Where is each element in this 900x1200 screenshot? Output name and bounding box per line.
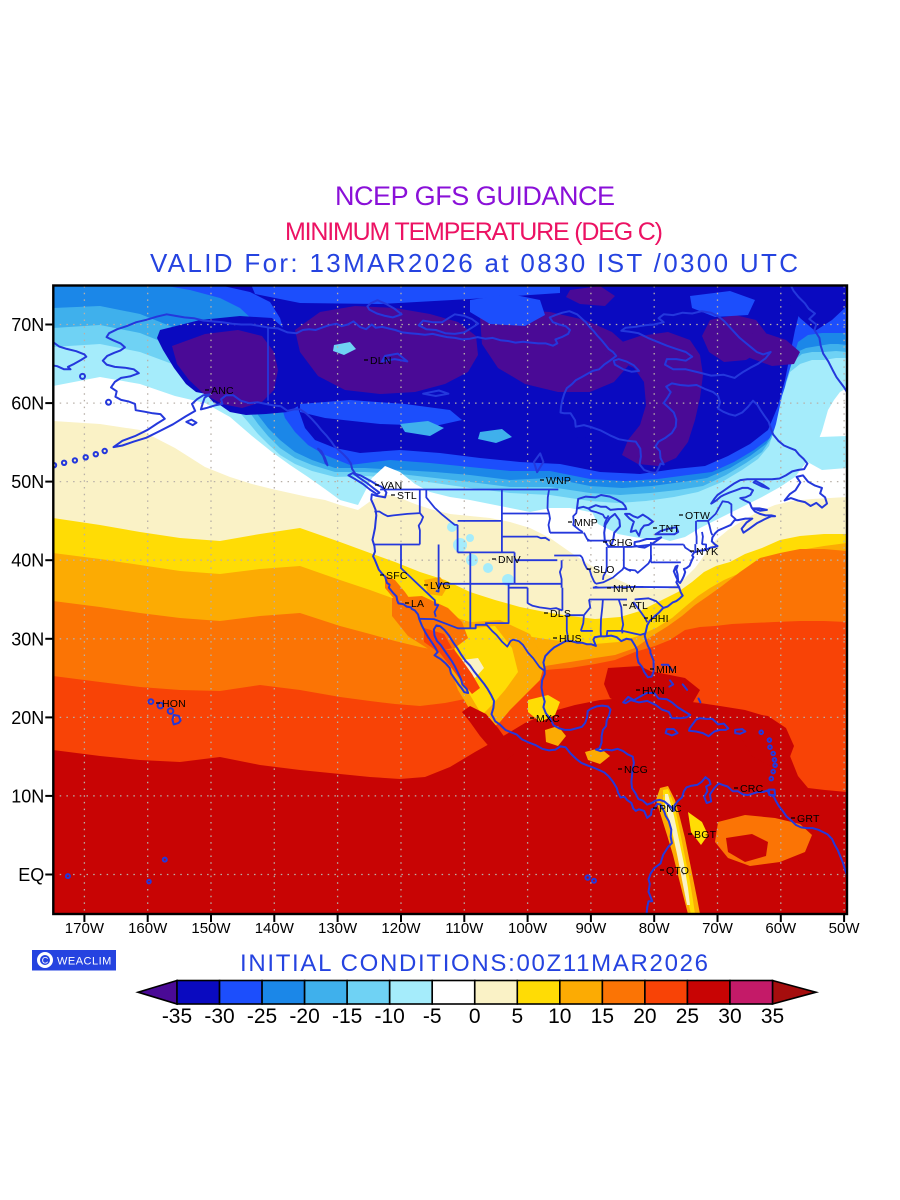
svg-text:PNC: PNC bbox=[659, 803, 682, 815]
svg-text:WEACLIM: WEACLIM bbox=[57, 956, 112, 968]
svg-text:60N: 60N bbox=[11, 394, 44, 414]
svg-text:60W: 60W bbox=[765, 920, 797, 937]
svg-text:0: 0 bbox=[469, 1005, 481, 1028]
svg-text:10N: 10N bbox=[11, 786, 44, 806]
svg-text:VAN: VAN bbox=[381, 480, 402, 492]
svg-text:140W: 140W bbox=[255, 920, 295, 937]
svg-text:-15: -15 bbox=[332, 1005, 362, 1028]
svg-text:NCG: NCG bbox=[624, 764, 648, 776]
svg-text:MIM: MIM bbox=[656, 664, 677, 676]
svg-text:LA: LA bbox=[411, 598, 424, 610]
svg-text:35: 35 bbox=[761, 1005, 784, 1028]
svg-text:110W: 110W bbox=[445, 920, 484, 937]
svg-text:160W: 160W bbox=[128, 920, 168, 937]
svg-text:QTO: QTO bbox=[666, 865, 689, 877]
svg-text:40N: 40N bbox=[11, 551, 44, 571]
svg-text:80W: 80W bbox=[639, 920, 671, 937]
svg-text:BGT: BGT bbox=[694, 829, 717, 841]
svg-text:20N: 20N bbox=[11, 708, 44, 728]
svg-text:DNV: DNV bbox=[498, 554, 521, 566]
svg-text:50N: 50N bbox=[11, 472, 44, 492]
svg-text:SLO: SLO bbox=[593, 564, 615, 576]
svg-text:-10: -10 bbox=[375, 1005, 405, 1028]
svg-text:170W: 170W bbox=[65, 920, 105, 937]
svg-text:C: C bbox=[42, 956, 49, 966]
svg-text:ANC: ANC bbox=[211, 385, 234, 397]
svg-text:25: 25 bbox=[676, 1005, 699, 1028]
svg-text:DLS: DLS bbox=[550, 608, 571, 620]
svg-text:NYK: NYK bbox=[696, 546, 718, 558]
svg-text:5: 5 bbox=[511, 1005, 523, 1028]
svg-text:-25: -25 bbox=[247, 1005, 277, 1028]
svg-text:ATL: ATL bbox=[629, 600, 648, 612]
svg-text:TNT: TNT bbox=[659, 523, 680, 535]
svg-text:HON: HON bbox=[162, 698, 186, 710]
svg-text:120W: 120W bbox=[381, 920, 421, 937]
svg-text:NCEP GFS GUIDANCE: NCEP GFS GUIDANCE bbox=[335, 181, 617, 211]
svg-text:CRC: CRC bbox=[740, 783, 764, 795]
svg-text:HHI: HHI bbox=[650, 613, 669, 625]
svg-text:-35: -35 bbox=[162, 1005, 192, 1028]
svg-text:CHG: CHG bbox=[609, 537, 633, 549]
svg-text:15: 15 bbox=[591, 1005, 614, 1028]
svg-text:70W: 70W bbox=[702, 920, 734, 937]
svg-text:DLN: DLN bbox=[370, 355, 392, 367]
svg-text:10: 10 bbox=[548, 1005, 571, 1028]
svg-text:30: 30 bbox=[718, 1005, 741, 1028]
svg-text:HUS: HUS bbox=[559, 633, 582, 645]
svg-text:INITIAL CONDITIONS:00Z11MAR202: INITIAL CONDITIONS:00Z11MAR2026 bbox=[240, 950, 710, 977]
svg-text:-20: -20 bbox=[289, 1005, 319, 1028]
svg-text:GRT: GRT bbox=[797, 813, 820, 825]
svg-text:20: 20 bbox=[633, 1005, 656, 1028]
svg-text:90W: 90W bbox=[575, 920, 607, 937]
svg-text:30N: 30N bbox=[11, 629, 44, 649]
svg-text:100W: 100W bbox=[508, 920, 548, 937]
svg-text:MNP: MNP bbox=[574, 517, 598, 529]
svg-text:70N: 70N bbox=[11, 315, 44, 335]
svg-text:MINIMUM TEMPERATURE (DEG C): MINIMUM TEMPERATURE (DEG C) bbox=[285, 218, 663, 246]
svg-text:-5: -5 bbox=[423, 1005, 442, 1028]
svg-text:NHV: NHV bbox=[613, 583, 636, 595]
svg-text:WNP: WNP bbox=[546, 475, 571, 487]
svg-text:50W: 50W bbox=[829, 920, 861, 937]
svg-text:STL: STL bbox=[397, 490, 417, 502]
svg-text:EQ: EQ bbox=[18, 865, 44, 885]
svg-text:VALID For: 13MAR2026 at 0830 I: VALID For: 13MAR2026 at 0830 IST /0300 U… bbox=[150, 248, 800, 278]
svg-text:HVN: HVN bbox=[642, 685, 665, 697]
svg-text:SFC: SFC bbox=[386, 570, 408, 582]
svg-text:130W: 130W bbox=[318, 920, 358, 937]
svg-text:OTW: OTW bbox=[685, 510, 710, 522]
svg-text:MXC: MXC bbox=[536, 713, 560, 725]
svg-text:LVG: LVG bbox=[430, 580, 451, 592]
svg-text:150W: 150W bbox=[191, 920, 231, 937]
svg-text:-30: -30 bbox=[204, 1005, 234, 1028]
